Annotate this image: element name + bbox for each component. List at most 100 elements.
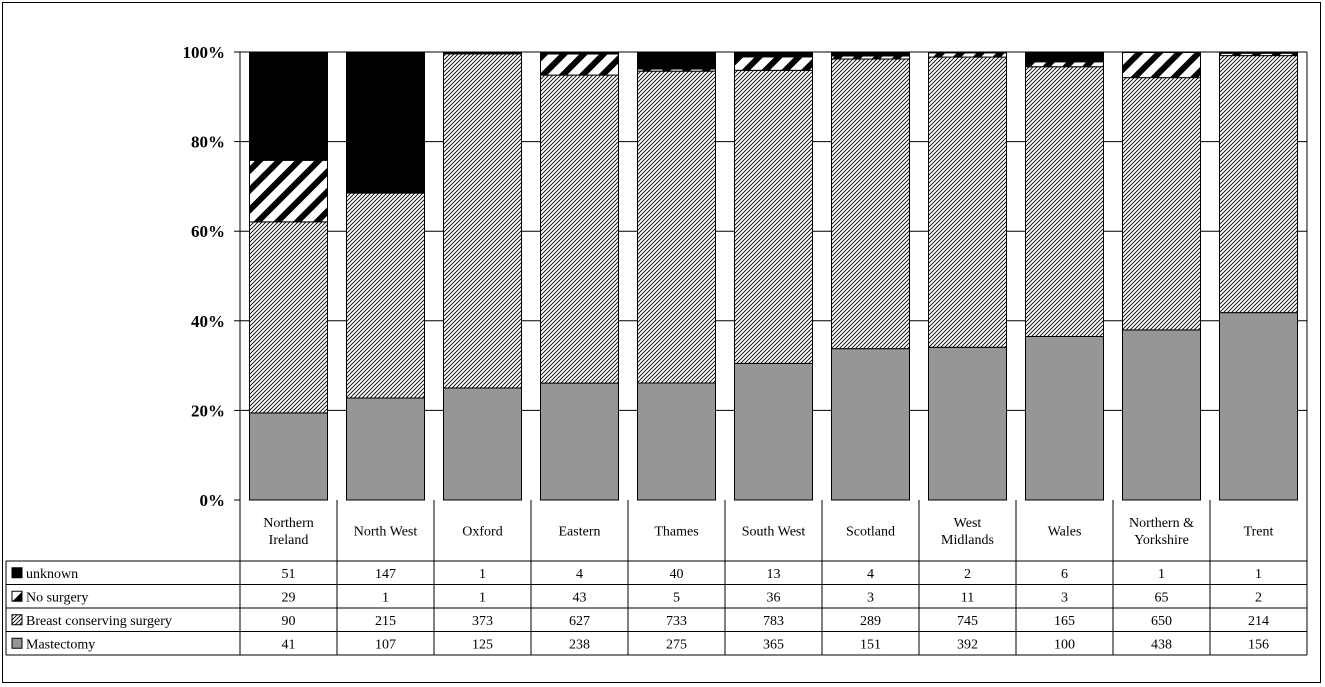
- table-cell-breast-conserving-surgery-northern-and-yorkshire: 650: [1151, 614, 1172, 629]
- category-label-northern-ireland: Northern Ireland: [263, 516, 314, 548]
- category-label-northern-and-yorkshire: Northern & Yorkshire: [1129, 516, 1194, 548]
- table-cell-no-surgery-northern-ireland: 29: [282, 590, 296, 605]
- bar-segment-mastectomy-trent: [1220, 313, 1298, 500]
- table-cell-mastectomy-trent: 156: [1248, 637, 1269, 652]
- table-cell-unknown-northern-ireland: 51: [282, 567, 296, 582]
- bar-segment-mastectomy-eastern: [541, 383, 619, 500]
- bar-segment-breast-conserving-surgery-south-west: [735, 70, 813, 363]
- bar-segment-breast-conserving-surgery-trent: [1220, 56, 1298, 313]
- table-cell-no-surgery-north-west: 1: [382, 590, 389, 605]
- table-cell-mastectomy-west-midlands: 392: [957, 637, 978, 652]
- bar-segment-mastectomy-west-midlands: [929, 347, 1007, 500]
- table-cell-mastectomy-eastern: 238: [569, 637, 590, 652]
- table-cell-breast-conserving-surgery-scotland: 289: [860, 614, 881, 629]
- y-tick-label: 60%: [191, 222, 225, 241]
- bar-segment-mastectomy-south-west: [735, 363, 813, 500]
- y-tick-label: 0%: [200, 491, 226, 510]
- table-cell-mastectomy-wales: 100: [1054, 637, 1075, 652]
- table-cell-mastectomy-northern-ireland: 41: [282, 637, 296, 652]
- table-cell-mastectomy-south-west: 365: [763, 637, 784, 652]
- bar-segment-unknown-scotland: [832, 52, 910, 56]
- table-cell-unknown-south-west: 13: [767, 567, 781, 582]
- bar-segment-breast-conserving-surgery-scotland: [832, 59, 910, 349]
- bar-segment-breast-conserving-surgery-west-midlands: [929, 57, 1007, 347]
- category-label-west-midlands: West Midlands: [941, 516, 994, 548]
- bar-segment-unknown-eastern: [541, 52, 619, 54]
- legend-key-breast-conserving-surgery: [12, 615, 22, 625]
- table-cell-mastectomy-northern-and-yorkshire: 438: [1151, 637, 1172, 652]
- category-label-wales: Wales: [1048, 525, 1082, 540]
- table-cell-unknown-wales: 6: [1061, 567, 1068, 582]
- bar-segment-mastectomy-scotland: [832, 349, 910, 500]
- bar-segment-unknown-west-midlands: [929, 52, 1007, 53]
- table-cell-unknown-north-west: 147: [375, 567, 396, 582]
- table-cell-no-surgery-west-midlands: 11: [961, 590, 974, 605]
- category-label-eastern: Eastern: [559, 525, 601, 540]
- data-table: Northern Ireland North West Oxford Eastern Th…: [6, 500, 1307, 655]
- table-cell-no-surgery-trent: 2: [1255, 590, 1262, 605]
- bar-segment-unknown-trent: [1220, 52, 1298, 53]
- bar-segment-mastectomy-northern-ireland: [250, 413, 328, 500]
- table-cell-mastectomy-north-west: 107: [375, 637, 396, 652]
- category-label-south-west: South West: [742, 525, 806, 540]
- table-cell-breast-conserving-surgery-north-west: 215: [375, 614, 396, 629]
- table-cell-no-surgery-oxford: 1: [479, 590, 486, 605]
- legend-key-unknown: [12, 568, 22, 578]
- table-cell-breast-conserving-surgery-west-midlands: 745: [957, 614, 978, 629]
- bar-segment-no-surgery-west-midlands: [929, 53, 1007, 57]
- bar-segment-no-surgery-eastern: [541, 54, 619, 75]
- table-cell-breast-conserving-surgery-eastern: 627: [569, 614, 590, 629]
- table-cell-no-surgery-south-west: 36: [767, 590, 781, 605]
- table-cell-unknown-oxford: 1: [479, 567, 486, 582]
- y-tick-label: 80%: [191, 133, 225, 152]
- table-cell-unknown-northern-and-yorkshire: 1: [1158, 567, 1165, 582]
- bar-segment-breast-conserving-surgery-northern-ireland: [250, 222, 328, 413]
- bar-segment-mastectomy-thames: [638, 383, 716, 500]
- legend-key-mastectomy: [12, 638, 22, 648]
- bar-segment-no-surgery-south-west: [735, 57, 813, 70]
- bar-segment-mastectomy-wales: [1026, 336, 1104, 500]
- table-cell-no-surgery-scotland: 3: [867, 590, 874, 605]
- table-cell-breast-conserving-surgery-trent: 214: [1248, 614, 1269, 629]
- y-tick-label: 20%: [191, 401, 225, 420]
- table-cell-breast-conserving-surgery-oxford: 373: [472, 614, 493, 629]
- table-cell-unknown-scotland: 4: [867, 567, 874, 582]
- category-label-scotland: Scotland: [846, 525, 895, 540]
- bar-segment-breast-conserving-surgery-northern-and-yorkshire: [1123, 78, 1201, 330]
- bar-segment-breast-conserving-surgery-thames: [638, 71, 716, 383]
- bars: [250, 52, 1298, 500]
- table-row-label-unknown: unknown: [26, 567, 78, 582]
- table-cell-no-surgery-eastern: 43: [573, 590, 587, 605]
- bar-segment-unknown-oxford: [444, 52, 522, 53]
- bar-segment-breast-conserving-surgery-wales: [1026, 67, 1104, 337]
- category-label-north-west: North West: [354, 525, 418, 540]
- bar-segment-breast-conserving-surgery-oxford: [444, 54, 522, 388]
- legend-key-no-surgery: [12, 591, 22, 601]
- table-cell-no-surgery-thames: 5: [673, 590, 680, 605]
- bar-segment-no-surgery-wales: [1026, 62, 1104, 67]
- bar-segment-no-surgery-northern-and-yorkshire: [1123, 52, 1201, 77]
- table-cell-mastectomy-scotland: 151: [860, 637, 881, 652]
- bar-segment-mastectomy-northern-and-yorkshire: [1123, 330, 1201, 500]
- table-cell-breast-conserving-surgery-northern-ireland: 90: [282, 614, 296, 629]
- table-row-label-breast-conserving-surgery: Breast conserving surgery: [26, 614, 172, 629]
- category-label-trent: Trent: [1244, 525, 1274, 540]
- bar-segment-unknown-south-west: [735, 52, 813, 57]
- y-tick-label: 100%: [183, 43, 226, 62]
- table-row-label-mastectomy: Mastectomy: [26, 637, 95, 652]
- bar-segment-unknown-northern-ireland: [250, 52, 328, 160]
- table-cell-mastectomy-thames: 275: [666, 637, 687, 652]
- bar-segment-unknown-thames: [638, 52, 716, 69]
- table-cell-breast-conserving-surgery-wales: 165: [1054, 614, 1075, 629]
- category-label-oxford: Oxford: [462, 525, 502, 540]
- table-cell-unknown-eastern: 4: [576, 567, 583, 582]
- y-tick-label: 40%: [191, 312, 225, 331]
- bar-segment-mastectomy-oxford: [444, 388, 522, 500]
- bar-segment-unknown-wales: [1026, 52, 1104, 62]
- table-cell-unknown-thames: 40: [670, 567, 684, 582]
- table-cell-no-surgery-wales: 3: [1061, 590, 1068, 605]
- table-row-label-no-surgery: No surgery: [26, 590, 88, 605]
- table-cell-breast-conserving-surgery-thames: 733: [666, 614, 687, 629]
- bar-segment-breast-conserving-surgery-north-west: [347, 193, 425, 398]
